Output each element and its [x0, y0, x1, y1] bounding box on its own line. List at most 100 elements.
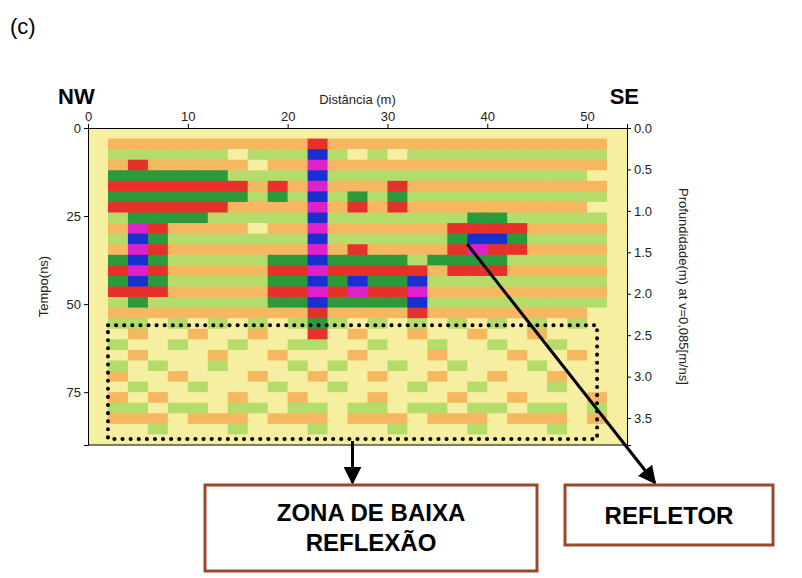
cell — [507, 255, 528, 266]
cell — [567, 276, 588, 287]
cell — [607, 244, 627, 255]
cell — [228, 403, 249, 414]
cell — [587, 213, 608, 224]
cell — [128, 382, 149, 393]
cell — [268, 139, 289, 150]
cell — [507, 403, 528, 414]
cell — [467, 318, 488, 329]
tick: 30 — [381, 109, 395, 128]
frame-line — [88, 445, 627, 446]
cell — [367, 149, 388, 160]
cell — [288, 434, 309, 445]
cell — [108, 392, 129, 403]
cell — [268, 392, 289, 403]
cell — [168, 424, 189, 435]
tick: 2.0 — [627, 286, 652, 301]
cell — [148, 329, 169, 340]
y2-axis-title: Profundidade(m) at v=0,085[m/ns] — [676, 188, 691, 385]
cell — [507, 128, 528, 139]
cell — [487, 350, 508, 361]
cell — [447, 191, 468, 202]
cell — [547, 128, 568, 139]
cell — [348, 392, 369, 403]
cell — [527, 371, 548, 382]
cell — [268, 202, 289, 213]
cell — [88, 297, 109, 308]
cell — [288, 160, 309, 171]
cell — [507, 276, 528, 287]
cell — [367, 360, 388, 371]
cell — [387, 181, 408, 192]
cell — [168, 308, 189, 319]
cell — [188, 244, 209, 255]
cell — [547, 139, 568, 150]
cell — [467, 339, 488, 350]
cell — [88, 308, 109, 319]
cell — [527, 170, 548, 181]
cell — [407, 170, 428, 181]
cell — [128, 287, 149, 298]
cell — [308, 308, 329, 319]
cell — [308, 202, 329, 213]
cell — [407, 191, 428, 202]
cell — [288, 213, 309, 224]
cell — [348, 413, 369, 424]
cell — [407, 181, 428, 192]
cell — [88, 160, 109, 171]
cell — [567, 170, 588, 181]
cell — [527, 287, 548, 298]
cell — [88, 265, 109, 276]
cell — [288, 318, 309, 329]
cell — [367, 223, 388, 234]
cell — [308, 392, 329, 403]
cell — [567, 160, 588, 171]
cell — [208, 424, 229, 435]
cell — [467, 350, 488, 361]
cell — [188, 371, 209, 382]
cell — [487, 329, 508, 340]
cell — [567, 424, 588, 435]
cell — [288, 191, 309, 202]
cell — [607, 350, 627, 361]
cell — [328, 318, 349, 329]
cell — [308, 403, 329, 414]
cell — [547, 371, 568, 382]
cell — [188, 265, 209, 276]
cell — [427, 318, 448, 329]
cell — [268, 149, 289, 160]
cell — [407, 213, 428, 224]
cell — [547, 329, 568, 340]
cell — [567, 213, 588, 224]
cell — [248, 308, 269, 319]
tick-mark — [288, 124, 289, 128]
cell — [108, 371, 129, 382]
annotation-label: REFLETOR — [605, 502, 734, 529]
cell — [547, 318, 568, 329]
cell — [407, 297, 428, 308]
cell — [607, 128, 627, 139]
cell — [228, 234, 249, 245]
cell — [108, 297, 129, 308]
cell — [128, 360, 149, 371]
cell — [367, 287, 388, 298]
cell — [507, 392, 528, 403]
cell — [348, 128, 369, 139]
cell — [447, 265, 468, 276]
cell — [547, 382, 568, 393]
cell — [88, 329, 109, 340]
cell — [108, 128, 129, 139]
tick: 50 — [580, 109, 594, 128]
cell — [367, 265, 388, 276]
cell — [208, 149, 229, 160]
cell — [108, 413, 129, 424]
cell — [108, 276, 129, 287]
cell — [248, 223, 269, 234]
cell — [148, 434, 169, 445]
axis-line — [628, 129, 632, 446]
cell — [487, 371, 508, 382]
cell — [268, 181, 289, 192]
cell — [128, 223, 149, 234]
cell — [348, 297, 369, 308]
cell — [607, 413, 627, 424]
cell — [148, 276, 169, 287]
